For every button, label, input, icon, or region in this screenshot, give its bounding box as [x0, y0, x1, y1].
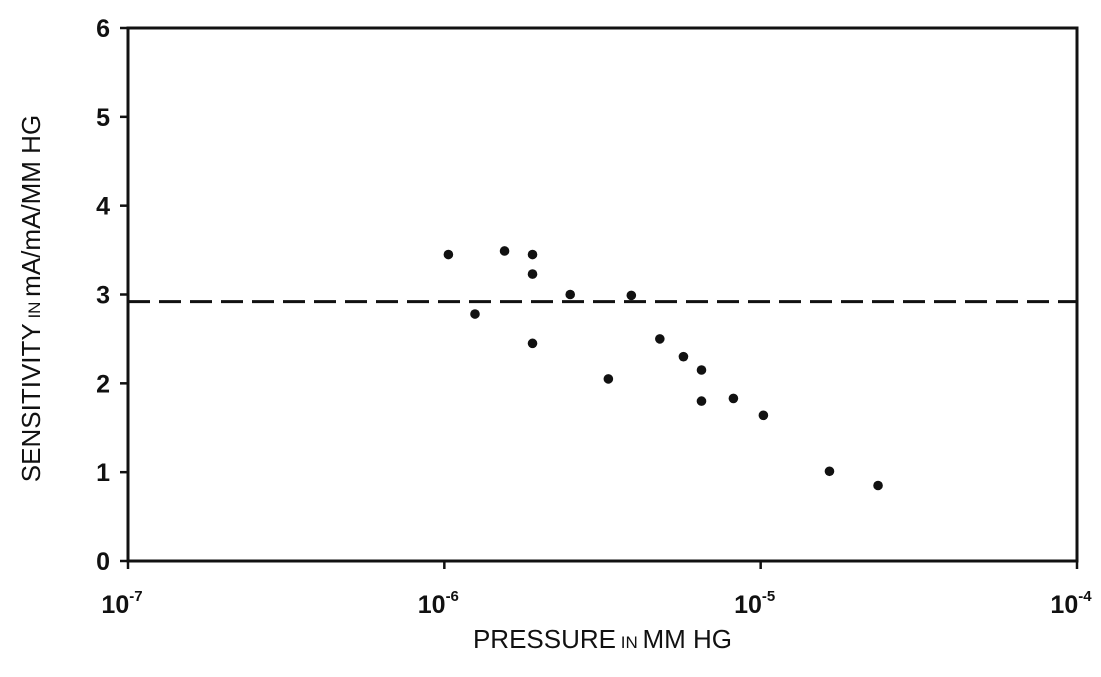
y-tick-label: 6 — [96, 15, 110, 43]
x-axis-title: PRESSURE IN MM HG — [473, 624, 732, 654]
y-axis-title: SENSITIVITY IN mA/mA/MM HG — [16, 115, 46, 482]
x-tick-label: 10-4 — [1050, 588, 1092, 619]
x-tick-label: 10-5 — [734, 588, 775, 619]
y-axis-ticks: 0 1 2 3 4 5 6 — [96, 15, 128, 576]
data-point — [655, 334, 665, 344]
y-tick-label: 1 — [96, 459, 110, 487]
data-point — [728, 393, 739, 404]
y-tick-label: 5 — [96, 104, 110, 132]
data-point — [758, 410, 769, 421]
data-point — [873, 480, 883, 491]
data-point — [499, 246, 510, 256]
data-point — [678, 351, 689, 362]
data-point — [443, 249, 454, 260]
data-point — [527, 338, 538, 349]
y-tick-label: 0 — [96, 548, 110, 576]
x-tick-label: 10-6 — [418, 588, 459, 619]
data-point — [696, 365, 707, 375]
data-point — [527, 269, 538, 279]
plot-border — [126, 26, 1079, 563]
axis-titles: PRESSURE IN MM HG SENSITIVITY IN mA/mA/MM… — [16, 115, 732, 654]
plot-frame — [126, 26, 1079, 563]
y-tick-label: 2 — [96, 370, 110, 398]
x-axis-ticks: 10-7 10-6 10-5 10-4 — [101, 561, 1092, 619]
data-point — [527, 249, 538, 260]
y-tick-label: 3 — [96, 282, 110, 310]
data-point — [824, 466, 835, 477]
data-point — [470, 309, 480, 319]
scatter-points — [443, 246, 883, 491]
data-point — [696, 396, 707, 406]
data-point — [603, 374, 614, 384]
y-tick-label: 4 — [96, 193, 110, 221]
data-point — [565, 289, 576, 300]
data-point — [626, 290, 637, 301]
x-tick-label: 10-7 — [101, 588, 142, 619]
